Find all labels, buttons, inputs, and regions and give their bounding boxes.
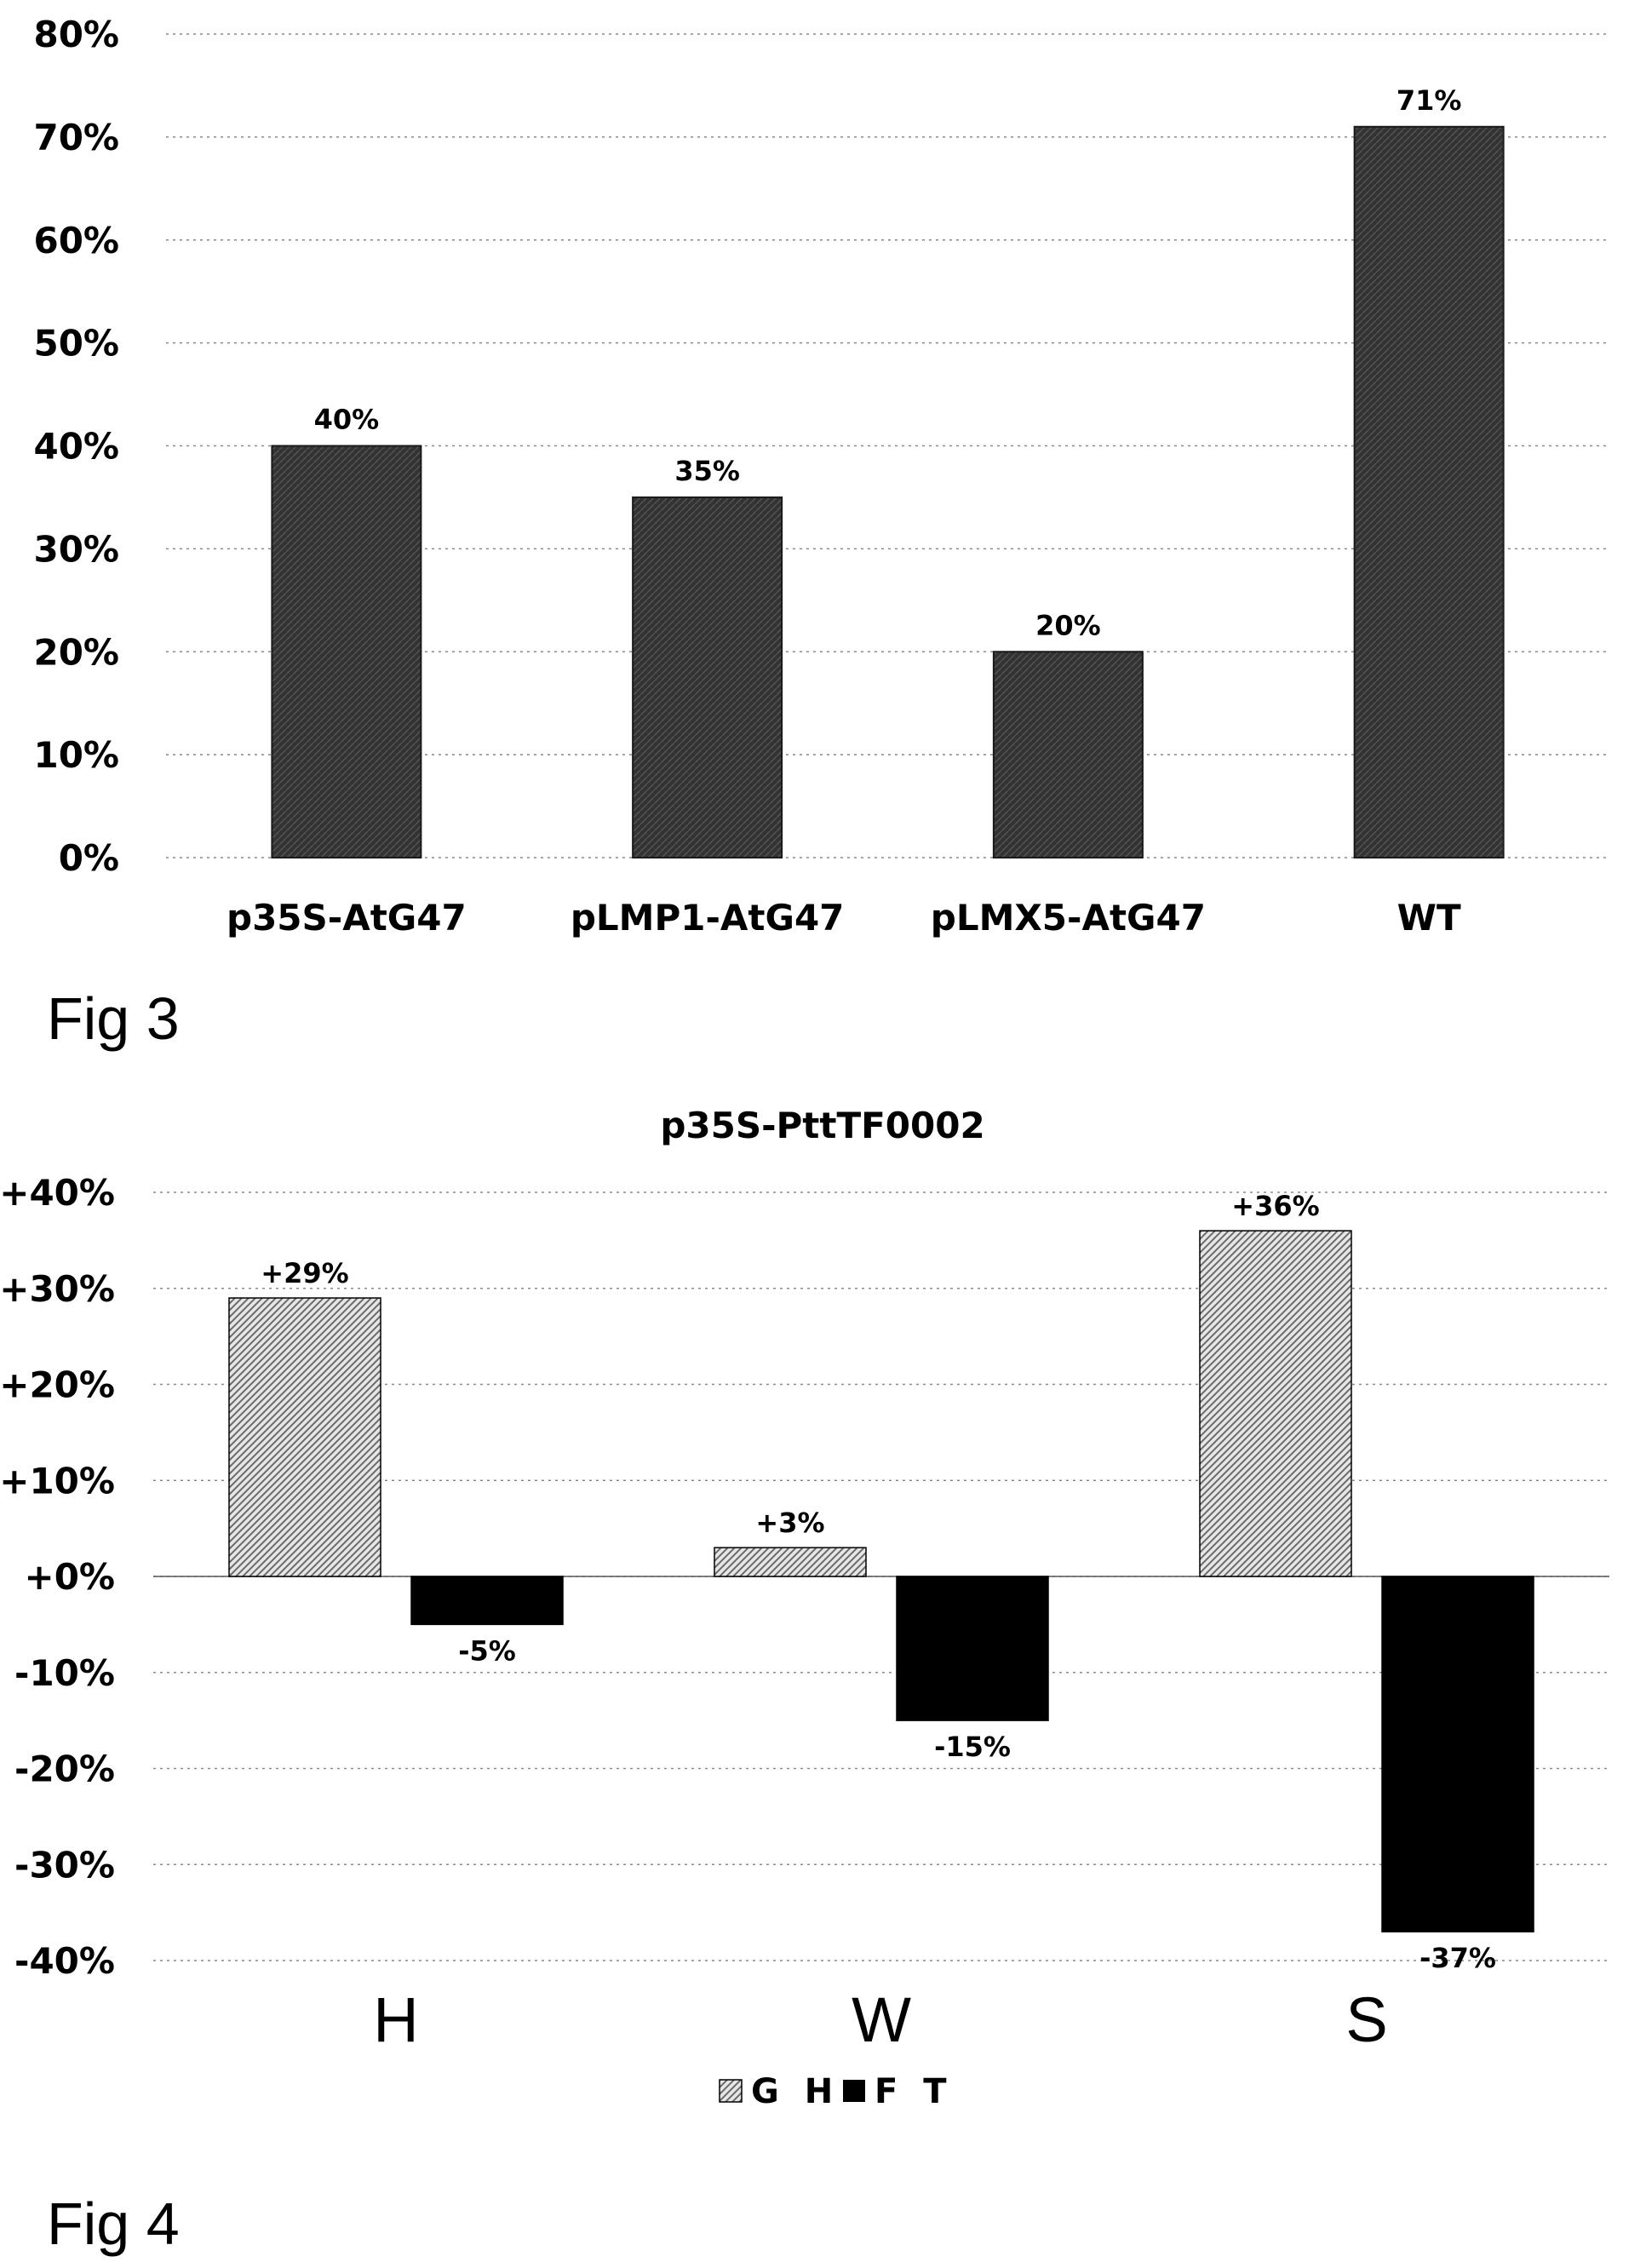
y-tick-label: 20%	[33, 631, 119, 673]
y-tick-label: 80%	[33, 14, 119, 55]
bar	[271, 445, 422, 858]
data-label: 71%	[1397, 84, 1462, 117]
y-tick-label: 40%	[33, 426, 119, 468]
bar-ft	[896, 1576, 1049, 1721]
fig4-caption: Fig 4	[47, 2190, 180, 2257]
data-label: 40%	[314, 404, 380, 436]
data-label: +3%	[755, 1507, 824, 1539]
y-tick-label: +30%	[0, 1268, 115, 1310]
chart-fig3: 0% 10% 20% 30% 40% 50% 60% 70% 80% 40% p35S-AtG47 3…	[33, 14, 1609, 939]
bar	[632, 496, 783, 858]
data-label: +36%	[1231, 1190, 1319, 1222]
y-tick-label: 50%	[33, 323, 119, 365]
bar-ft	[410, 1576, 564, 1626]
x-category-label: p35S-AtG47	[227, 897, 467, 939]
legend: G H F T	[719, 2072, 954, 2111]
y-tick-label: 60%	[33, 220, 119, 261]
chart-title: p35S-PttTF0002	[660, 1105, 984, 1146]
y-tick-label: +10%	[0, 1460, 115, 1501]
data-label: +29%	[261, 1257, 348, 1289]
y-tick-label: +20%	[0, 1364, 115, 1406]
legend-swatch-gh	[719, 2079, 743, 2103]
legend-label-ft: F T	[875, 2072, 954, 2111]
fig3-caption: Fig 3	[47, 985, 180, 1052]
y-tick-label: +40%	[0, 1172, 115, 1214]
bar-gh	[1199, 1230, 1352, 1577]
y-tick-label: -30%	[14, 1844, 115, 1886]
data-label: 35%	[674, 455, 740, 487]
legend-label-gh: G H	[751, 2072, 840, 2111]
bar	[1353, 125, 1505, 859]
y-tick-label: 0%	[59, 837, 119, 879]
x-category-label: pLMX5-AtG47	[931, 897, 1206, 939]
x-category-label: H	[373, 1984, 418, 2055]
x-category-label: S	[1345, 1984, 1387, 2055]
y-tick-label: 10%	[33, 734, 119, 776]
bar-ft	[1381, 1576, 1534, 1932]
bar-gh	[228, 1297, 381, 1577]
y-tick-label: -10%	[14, 1652, 115, 1694]
bar-gh	[714, 1547, 867, 1577]
x-category-label: WT	[1397, 897, 1461, 939]
legend-swatch-ft	[843, 2080, 865, 2102]
bar	[992, 651, 1144, 858]
data-label: 20%	[1035, 609, 1101, 641]
data-label: -37%	[1419, 1942, 1496, 1974]
y-tick-label: 30%	[33, 528, 119, 570]
y-tick-label: -40%	[14, 1940, 115, 1982]
y-tick-label: -20%	[14, 1748, 115, 1790]
x-category-label: pLMP1-AtG47	[571, 897, 845, 939]
y-tick-label: +0%	[25, 1556, 116, 1598]
chart-fig4: -40% -30% -20% -10% +0% +10% +20% +30% +40% +29% -…	[0, 1172, 1609, 2055]
x-category-label: W	[852, 1984, 911, 2055]
y-tick-label: 70%	[33, 117, 119, 158]
data-label: -5%	[458, 1634, 516, 1667]
data-label: -15%	[934, 1731, 1011, 1763]
